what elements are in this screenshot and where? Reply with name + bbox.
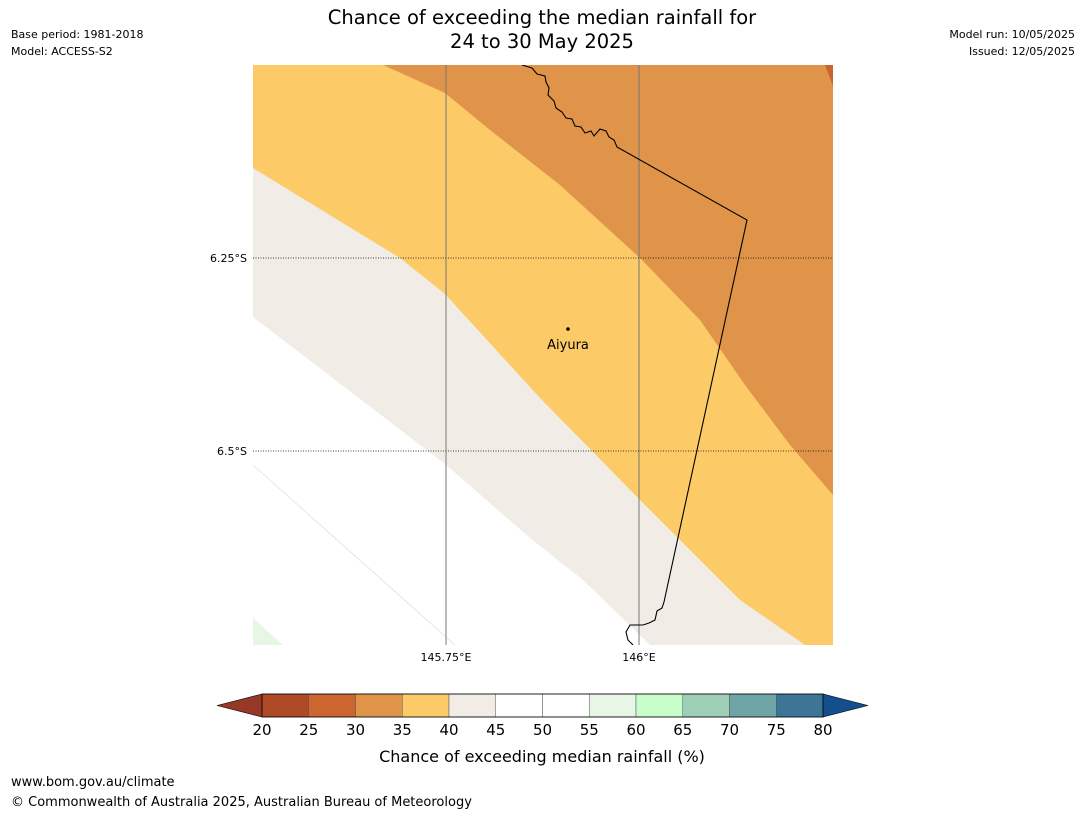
colorbar-tick-label: 55 — [580, 721, 599, 739]
colorbar-low-extend — [216, 693, 263, 718]
colorbar-tick-label: 45 — [486, 721, 505, 739]
colorbar-segment — [776, 693, 824, 718]
colorbar-tick-label: 80 — [813, 721, 832, 739]
colorbar-tick-label: 35 — [393, 721, 412, 739]
colorbar-segment — [635, 693, 683, 718]
boundary-line — [521, 65, 748, 645]
lat-label: 6.5°S — [217, 445, 247, 458]
lat-label: 6.25°S — [210, 252, 247, 265]
colorbar-segment — [729, 693, 777, 718]
colorbar-tick-label: 40 — [439, 721, 458, 739]
base-period-label: Base period: 1981-2018 — [11, 28, 144, 41]
colorbar: 20 25 30 35 40 45 50 55 60 65 70 75 80 — [216, 693, 869, 739]
colorbar-frame — [261, 693, 824, 718]
colorbar-segment — [448, 693, 496, 718]
band-25-30 — [383, 65, 833, 495]
place-label: Aiyura — [547, 338, 589, 353]
map-title-line1: Chance of exceeding the median rainfall … — [327, 6, 757, 29]
colorbar-tick-label: 50 — [533, 721, 552, 739]
map-title-line2: 24 to 30 May 2025 — [450, 30, 634, 53]
colorbar-segment — [589, 693, 637, 718]
meta-left: Base period: 1981-2018 Model: ACCESS-S2 — [11, 26, 143, 60]
lon-label: 145.75°E — [421, 651, 472, 664]
lon-label: 146°E — [622, 651, 655, 664]
band-55-60 — [253, 618, 283, 645]
colorbar-high-extend — [822, 693, 869, 718]
colorbar-tick-label: 75 — [767, 721, 786, 739]
colorbar-segment — [542, 693, 590, 718]
colorbar-ticks: 20 25 30 35 40 45 50 55 60 65 70 75 80 — [252, 721, 832, 739]
colorbar-segment — [402, 693, 450, 718]
colorbar-tick-label: 70 — [720, 721, 739, 739]
band-20-25-corner — [825, 65, 833, 86]
colorbar-tick-label: 65 — [673, 721, 692, 739]
colorbar-segment — [355, 693, 403, 718]
colorbar-label: Chance of exceeding median rainfall (%) — [379, 747, 705, 766]
footer-url: www.bom.gov.au/climate — [11, 775, 175, 790]
model-label: Model: ACCESS-S2 — [11, 45, 113, 58]
meta-right: Model run: 10/05/2025 Issued: 12/05/2025 — [949, 26, 1075, 60]
colorbar-segments — [261, 693, 824, 718]
footer-copyright: © Commonwealth of Australia 2025, Austra… — [11, 795, 472, 810]
colorbar-tick-label: 20 — [252, 721, 271, 739]
colorbar-tick-label: 25 — [299, 721, 318, 739]
model-run-label: Model run: 10/05/2025 — [949, 28, 1075, 41]
colorbar-segment — [261, 693, 309, 718]
place-marker-icon — [566, 327, 570, 331]
colorbar-segment — [495, 693, 543, 718]
colorbar-tick-label: 60 — [626, 721, 645, 739]
map-title: Chance of exceeding the median rainfall … — [242, 6, 842, 54]
colorbar-segment — [308, 693, 356, 718]
issued-label: Issued: 12/05/2025 — [968, 45, 1075, 58]
colorbar-tick-label: 30 — [346, 721, 365, 739]
contour-line — [253, 464, 456, 645]
colorbar-segment — [682, 693, 730, 718]
map-area: Aiyura — [253, 65, 833, 645]
